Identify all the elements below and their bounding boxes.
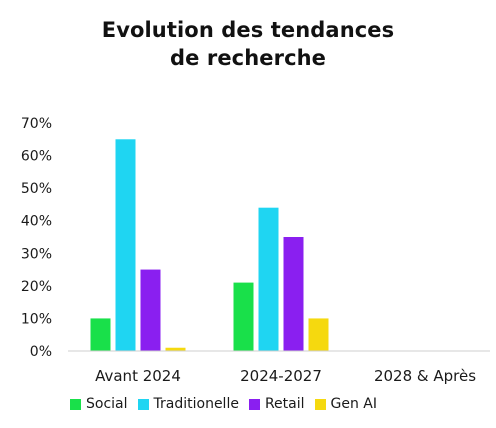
legend-label: Traditionelle [153, 396, 239, 412]
y-tick-label: 60% [21, 149, 52, 165]
bar-gen-ai-2 [308, 318, 329, 351]
legend-swatch [248, 398, 260, 410]
legend-label: Retail [264, 396, 305, 412]
bar-social-2 [233, 282, 254, 351]
chart-title-line-1: Evolution des tendances [101, 18, 395, 42]
y-tick-label: 30% [21, 246, 52, 262]
legend-item-retail: Retail [248, 396, 305, 412]
bar-traditionelle-2 [258, 207, 279, 351]
y-tick-label: 40% [21, 214, 52, 230]
bar-traditionelle-1 [115, 139, 136, 351]
y-tick-label: 70% [21, 116, 52, 132]
y-tick-label: 50% [21, 181, 52, 197]
y-tick-label: 20% [21, 279, 52, 295]
bar-retail-2 [283, 237, 304, 351]
legend-swatch [314, 398, 326, 410]
bar-retail-1 [140, 269, 161, 351]
bar-social-1 [90, 318, 111, 351]
chart-title-line-2: de recherche [169, 46, 327, 70]
legend-item-social: Social [70, 396, 128, 412]
y-tick-label: 10% [21, 311, 52, 327]
legend-swatch [137, 398, 149, 410]
chart-legend: Social Traditionelle Retail Gen AI [70, 396, 377, 412]
legend-item-traditionelle: Traditionelle [137, 396, 239, 412]
bar-gen-ai-1 [165, 347, 186, 351]
bar-chart-plot: 0% 10% 20% 30% 40% 50% 60% 70% Avant 2024 2024-2… [21, 116, 490, 385]
x-category-label: 2024-2027 [240, 367, 322, 385]
x-category-label: 2028 & Après [374, 367, 476, 385]
legend-swatch [70, 398, 81, 410]
legend-label: Gen AI [330, 396, 378, 412]
y-tick-label: 0% [30, 344, 52, 360]
x-category-label: Avant 2024 [95, 367, 181, 385]
legend-label: Social [86, 396, 128, 412]
legend-item-gen-ai: Gen AI [314, 396, 378, 412]
